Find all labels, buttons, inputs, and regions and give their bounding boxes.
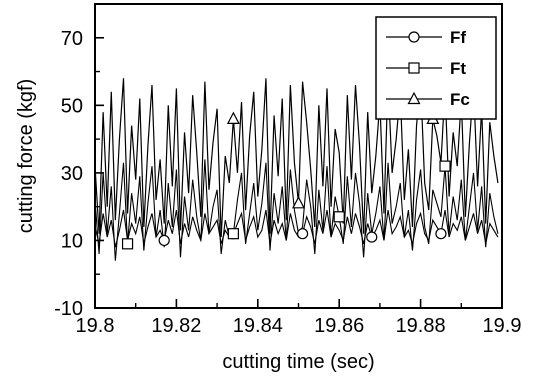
marker-ft-2: [333, 211, 345, 223]
legend-marker-fc: [407, 91, 421, 105]
tick-layer: 19.8 19.82 19.84 19.86 19.88 19.9 -10 10 30 50 70: [54, 28, 521, 337]
y-tick-label-4: 70: [61, 28, 83, 50]
marker-fc-1: [292, 195, 305, 209]
marker-ff-3: [366, 231, 378, 243]
y-tick-label-3: 50: [61, 95, 83, 117]
x-tick-label-3: 19.86: [314, 315, 364, 337]
y-axis-title: cutting force (kgf): [15, 79, 37, 234]
series-line-fc: [94, 78, 499, 238]
marker-ff-0: [158, 234, 170, 247]
legend: Ff Ft Fc: [375, 16, 497, 120]
legend-marker-ft: [408, 62, 420, 74]
marker-fc-0: [226, 111, 240, 124]
x-axis-title: cutting time (sec): [222, 351, 374, 373]
legend-label-fc: Fc: [450, 90, 470, 109]
marker-ff-4: [435, 228, 447, 240]
legend-marker-ff: [408, 31, 420, 43]
x-tick-label-1: 19.82: [151, 315, 201, 337]
series-line-ft: [94, 159, 499, 261]
x-tick-label-2: 19.84: [233, 315, 283, 337]
y-tick-label-0: -10: [54, 298, 83, 320]
x-tick-label-5: 19.9: [483, 315, 522, 337]
marker-ft-1: [227, 228, 239, 240]
legend-label-ff: Ff: [450, 28, 466, 47]
x-tick-label-4: 19.88: [396, 315, 446, 337]
marker-ff-2: [296, 228, 309, 240]
marker-ft-3: [439, 160, 451, 172]
marker-ft-0: [121, 238, 134, 250]
y-tick-label-1: 10: [61, 230, 83, 252]
y-tick-label-2: 30: [61, 163, 83, 185]
legend-label-ft: Ft: [450, 59, 466, 78]
x-tick-label-0: 19.8: [76, 315, 115, 337]
